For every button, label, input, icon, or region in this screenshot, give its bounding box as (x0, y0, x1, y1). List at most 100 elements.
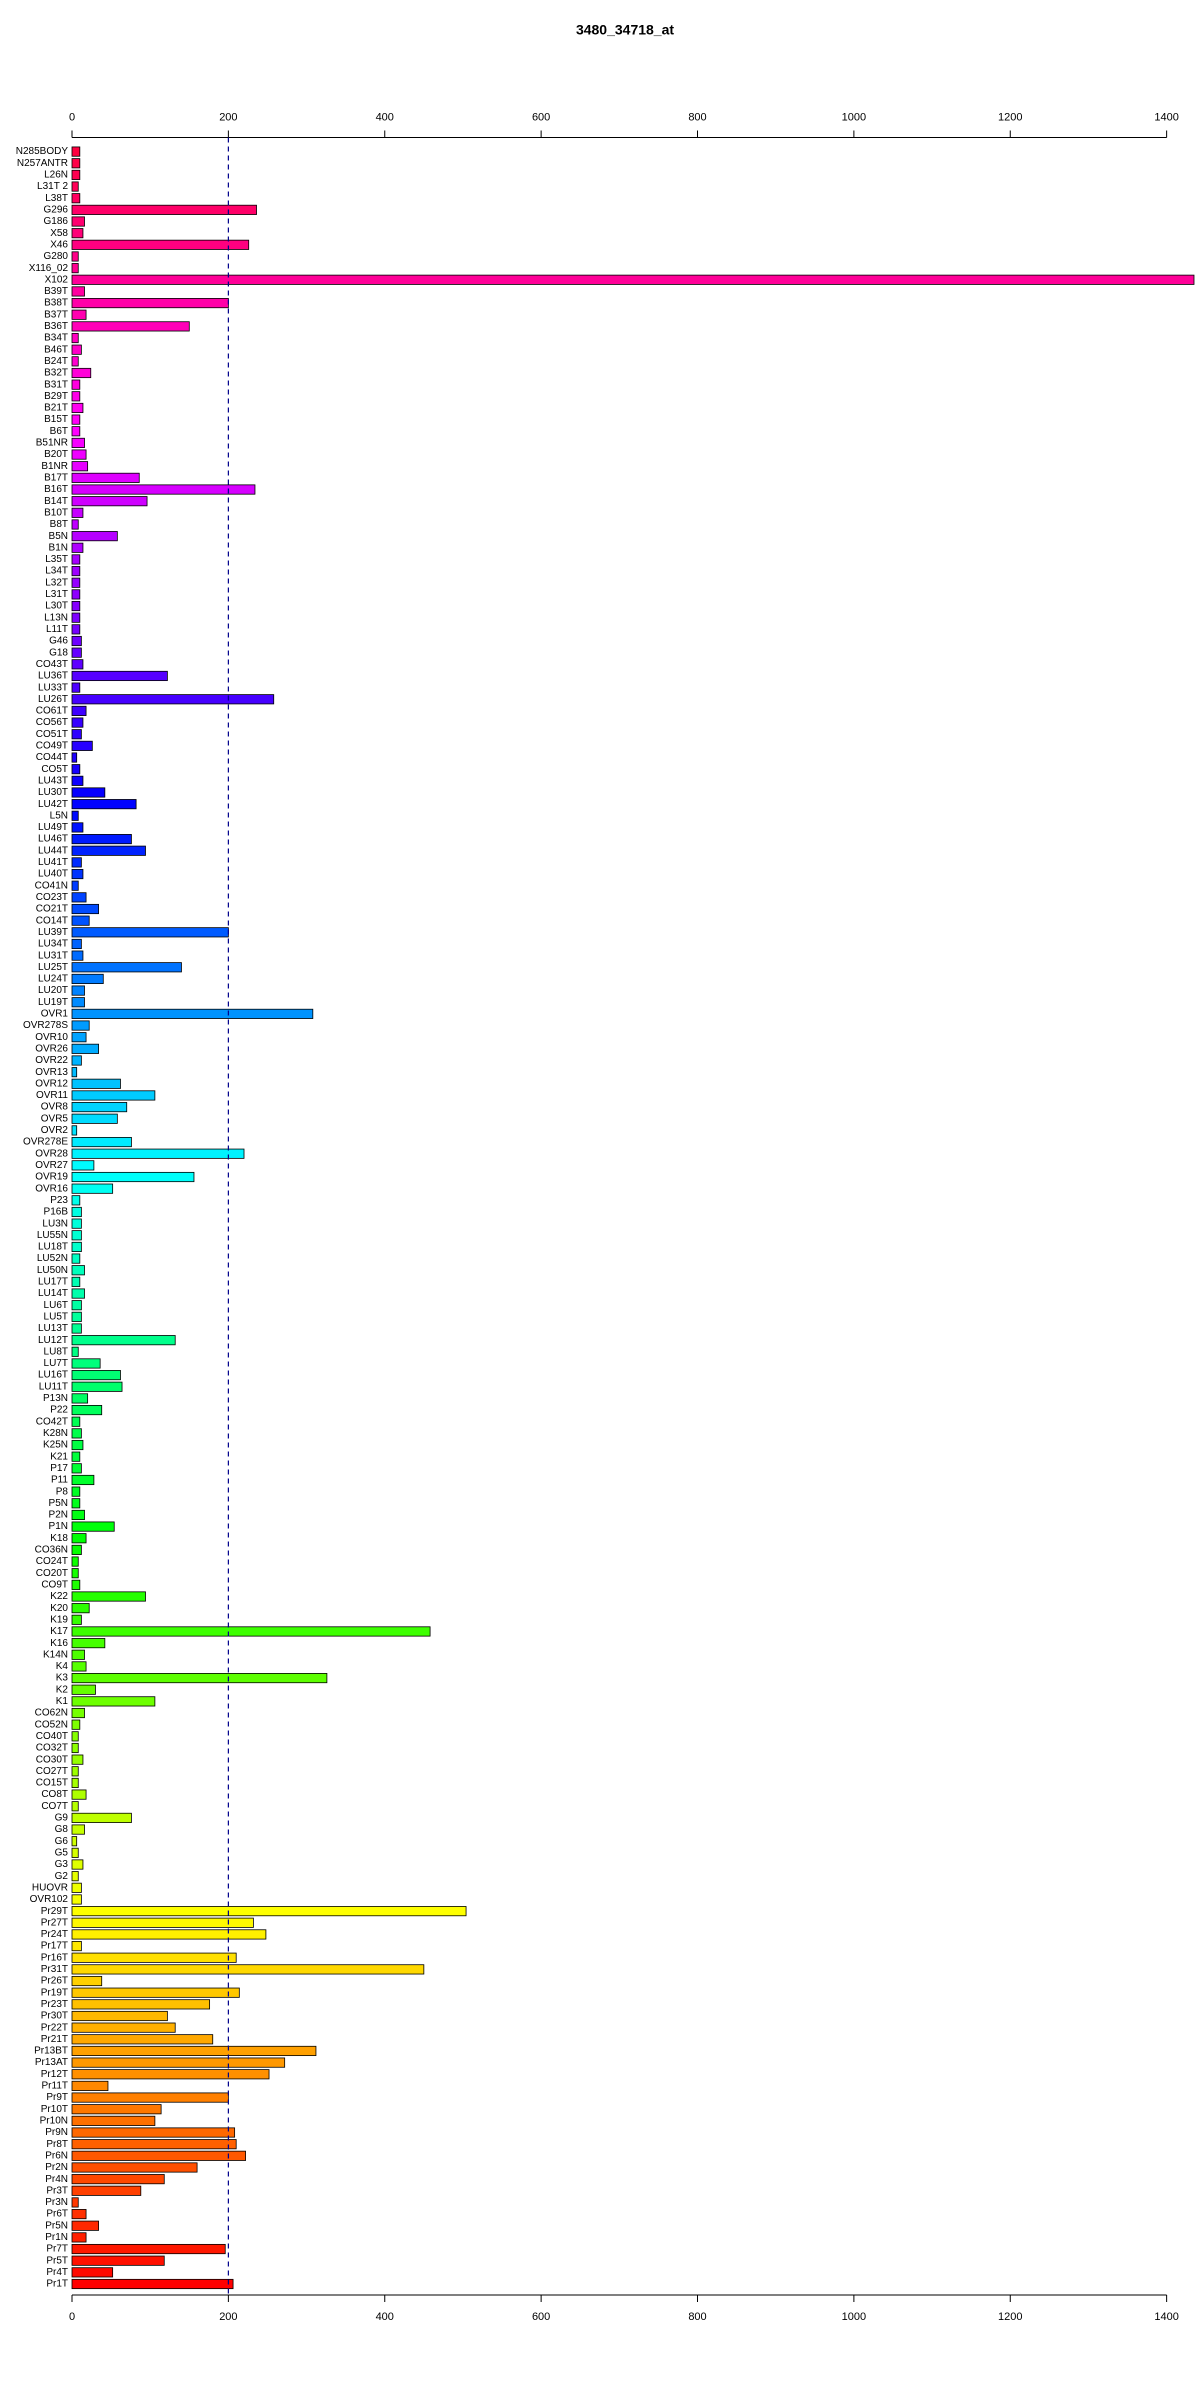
bar (71, 938, 82, 950)
bar (71, 298, 229, 309)
bar (71, 531, 118, 542)
y-tick-label: CO27T (36, 1766, 68, 1777)
y-tick-label: Pr10T (41, 2104, 68, 2115)
bar (71, 822, 84, 833)
bar (71, 2197, 79, 2208)
y-tick-label: CO14T (36, 915, 68, 926)
y-tick-label: OVR8 (41, 1102, 69, 1113)
bar (71, 962, 182, 973)
bar (71, 1766, 79, 1777)
bar (71, 799, 137, 810)
y-tick-label: LU46T (38, 834, 68, 845)
y-tick-label: Pr5N (45, 2220, 68, 2231)
y-tick-label: Pr17T (41, 1941, 68, 1952)
y-tick-label: G2 (55, 1871, 69, 1882)
y-tick-label: Pr3N (45, 2197, 68, 2208)
bar (71, 1777, 79, 1789)
bar (71, 985, 85, 996)
y-tick-label: LU16T (38, 1370, 68, 1381)
bar (71, 344, 82, 355)
y-tick-label: OVR19 (35, 1172, 68, 1183)
y-tick-label: CO51T (36, 729, 68, 740)
x-tick-label: 200 (219, 2311, 237, 2323)
bar (71, 950, 84, 961)
y-tick-label: LU6T (44, 1300, 68, 1311)
y-tick-label: G280 (44, 251, 69, 262)
y-tick-label: LU40T (38, 869, 68, 880)
bar (71, 1428, 82, 1439)
bar (71, 181, 79, 192)
x-tick-label: 800 (688, 111, 706, 123)
bar (71, 1463, 82, 1474)
y-tick-label: B14T (44, 496, 68, 507)
bar (71, 880, 79, 891)
y-tick-label: CO61T (36, 706, 68, 717)
y-tick-label: CO9T (41, 1579, 68, 1590)
y-tick-label: K3 (56, 1673, 69, 1684)
y-tick-label: LU7T (44, 1358, 68, 1369)
y-tick-label: Pr10N (40, 2116, 68, 2127)
bar (71, 332, 79, 344)
y-tick-label: B20T (44, 449, 68, 460)
x-tick-label: 1000 (842, 2311, 866, 2323)
y-tick-label: Pr9T (46, 2092, 68, 2103)
y-tick-label: LU36T (38, 671, 68, 682)
bar (71, 1649, 85, 1660)
y-tick-label: K16 (50, 1638, 68, 1649)
bar (71, 1836, 78, 1847)
y-tick-label: LU42T (38, 799, 68, 810)
y-tick-label: Pr27T (41, 1917, 68, 1928)
bar (71, 1393, 89, 1404)
bar (71, 2139, 237, 2150)
bar (71, 915, 90, 926)
y-tick-label: G5 (55, 1847, 69, 1858)
y-tick-label: OVR16 (35, 1183, 68, 1194)
bar (71, 356, 79, 367)
bar (71, 566, 81, 577)
bar (71, 2150, 246, 2161)
y-tick-label: CO42T (36, 1416, 68, 1427)
y-tick-label: L26N (44, 170, 68, 181)
y-tick-label: LU41T (38, 857, 68, 868)
bar (71, 1509, 85, 1520)
bar (71, 239, 250, 250)
y-tick-label: K4 (56, 1661, 69, 1672)
bar (71, 1416, 81, 1427)
bar (71, 1568, 79, 1579)
bar (71, 2209, 87, 2220)
bar (71, 228, 84, 239)
y-tick-label: OVR278E (23, 1137, 68, 1148)
bar (71, 2243, 226, 2255)
bar (71, 1812, 132, 1823)
bar (71, 1498, 81, 1509)
y-tick-label: OVR102 (30, 1894, 69, 1905)
bar (71, 857, 82, 868)
y-tick-label: Pr1N (45, 2232, 68, 2243)
bar (71, 659, 84, 670)
y-tick-label: LU24T (38, 974, 68, 985)
y-tick-label: CO21T (36, 904, 68, 915)
y-tick-label: G6 (55, 1836, 69, 1847)
y-tick-label: L35T (45, 554, 68, 565)
y-tick-label: K18 (50, 1533, 68, 1544)
x-tick-label: 1000 (842, 111, 866, 123)
bar (71, 321, 190, 332)
y-tick-label: LU25T (38, 962, 68, 973)
y-tick-label: L30T (45, 601, 68, 612)
y-tick-label: X46 (50, 239, 68, 250)
y-tick-label: Pr8T (46, 2139, 68, 2150)
bar (71, 507, 84, 518)
y-tick-label: CO49T (36, 741, 68, 752)
bar (71, 1673, 328, 1684)
x-tick-label: 1200 (998, 2311, 1022, 2323)
y-tick-label: OVR11 (36, 1090, 68, 1101)
bar (71, 1218, 82, 1229)
y-tick-label: CO30T (36, 1754, 68, 1765)
x-tick-label: 1400 (1154, 2311, 1178, 2323)
bar (71, 1090, 156, 1101)
bar (71, 2267, 114, 2278)
bar (71, 1381, 123, 1392)
y-tick-label: Pr29T (41, 1906, 68, 1917)
y-tick-label: LU49T (38, 822, 68, 833)
bar (71, 542, 84, 553)
